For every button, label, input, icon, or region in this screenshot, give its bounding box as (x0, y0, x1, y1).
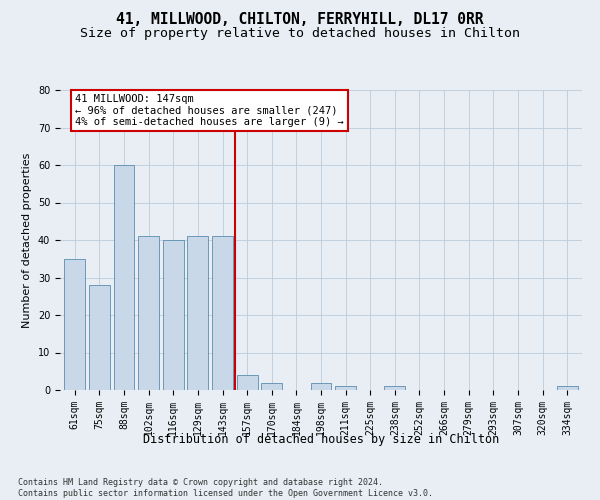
Y-axis label: Number of detached properties: Number of detached properties (22, 152, 32, 328)
Bar (89, 285, 110, 390)
Text: 41 MILLWOOD: 147sqm
← 96% of detached houses are smaller (247)
4% of semi-detach: 41 MILLWOOD: 147sqm ← 96% of detached ho… (75, 94, 344, 127)
Bar (64, 259, 85, 390)
Bar (163, 240, 184, 390)
Text: Distribution of detached houses by size in Chilton: Distribution of detached houses by size … (143, 432, 499, 446)
Bar (557, 386, 578, 390)
Bar (138, 236, 159, 390)
Text: 41, MILLWOOD, CHILTON, FERRYHILL, DL17 0RR: 41, MILLWOOD, CHILTON, FERRYHILL, DL17 0… (116, 12, 484, 28)
Bar (113, 165, 134, 390)
Bar (187, 236, 208, 390)
Text: Contains HM Land Registry data © Crown copyright and database right 2024.
Contai: Contains HM Land Registry data © Crown c… (18, 478, 433, 498)
Bar (385, 386, 406, 390)
Bar (335, 386, 356, 390)
Bar (311, 382, 331, 390)
Bar (261, 382, 282, 390)
Bar (212, 236, 233, 390)
Text: Size of property relative to detached houses in Chilton: Size of property relative to detached ho… (80, 28, 520, 40)
Bar (236, 375, 257, 390)
